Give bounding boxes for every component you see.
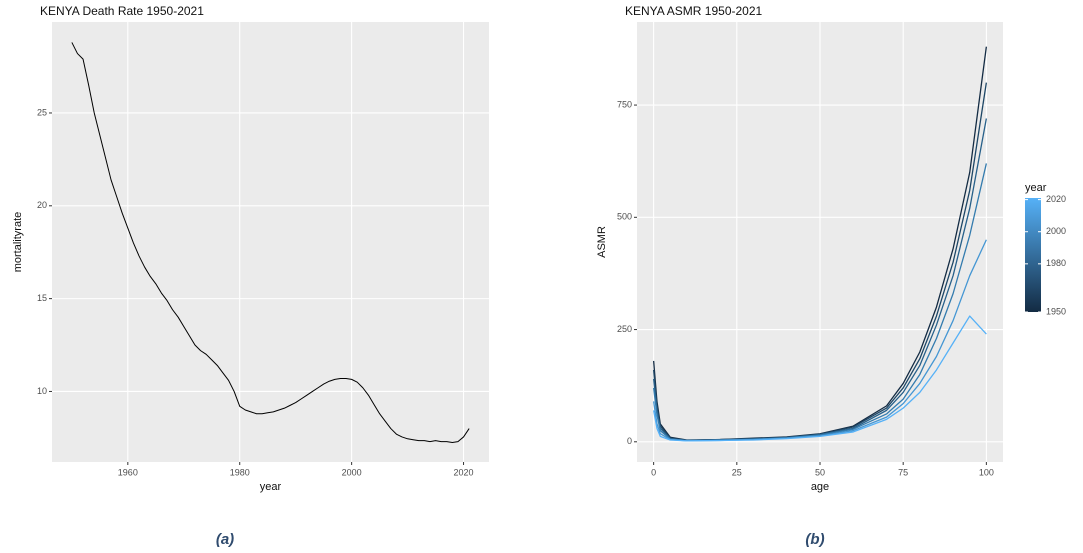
y-tick-label: 0 <box>627 436 632 446</box>
x-tick-label: 25 <box>732 467 742 477</box>
x-tick-label: 0 <box>651 467 656 477</box>
y-axis-label: ASMR <box>596 226 608 258</box>
legend-tick-label: 2020 <box>1046 194 1066 204</box>
legend-tick-label: 1950 <box>1046 306 1066 316</box>
colorbar <box>1025 198 1041 312</box>
x-tick-label: 1960 <box>118 467 138 477</box>
y-tick-label: 250 <box>617 324 632 334</box>
x-axis-label: age <box>811 481 829 493</box>
y-tick-label: 10 <box>37 386 47 396</box>
x-tick-label: 1980 <box>230 467 250 477</box>
panel: KENYA Death Rate 1950-2021 1960 1980 2000 20… <box>12 4 489 548</box>
data-line <box>652 163 987 442</box>
plot-background <box>52 22 489 462</box>
x-tick-label: 2000 <box>342 467 362 477</box>
legend-tick-label: 2000 <box>1046 226 1066 236</box>
x-tick-label: 100 <box>979 467 994 477</box>
chart-title: KENYA Death Rate 1950-2021 <box>40 4 204 18</box>
x-tick-label: 2020 <box>454 467 474 477</box>
data-line <box>653 315 987 442</box>
y-tick-label: 750 <box>617 99 632 109</box>
caption: (b) <box>805 531 824 548</box>
y-tick-label: 500 <box>617 212 632 222</box>
legend-tick-label: 1980 <box>1046 258 1066 268</box>
caption: (a) <box>216 531 234 548</box>
legend-title: year <box>1025 182 1047 194</box>
y-tick-label: 15 <box>37 293 47 303</box>
y-tick-label: 20 <box>37 200 47 210</box>
chart-title: KENYA ASMR 1950-2021 <box>625 4 763 18</box>
y-tick-label: 25 <box>37 107 47 117</box>
x-tick-label: 75 <box>898 467 908 477</box>
panel: KENYA ASMR 1950-2021 0 25 50 75 100 0 250 500 750… <box>596 4 1066 548</box>
x-axis-label: year <box>260 481 282 493</box>
x-tick-label: 50 <box>815 467 825 477</box>
data-line <box>71 42 470 444</box>
y-axis-label: mortalityrate <box>12 212 24 273</box>
